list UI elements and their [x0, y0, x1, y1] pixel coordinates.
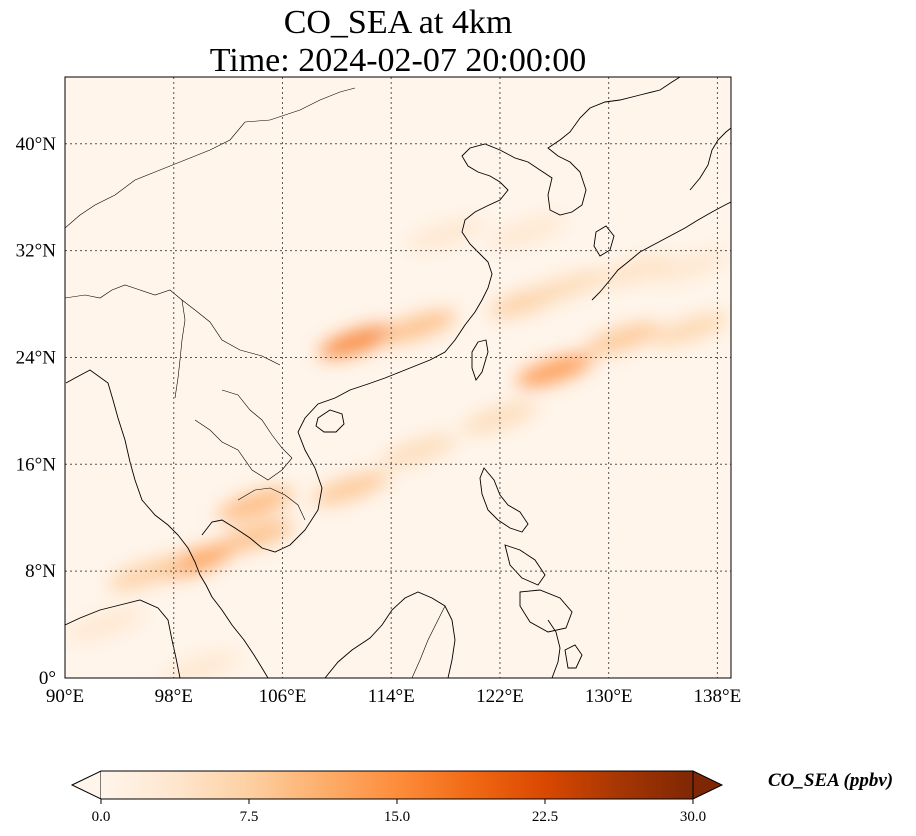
colorbar-tick-label: 7.5	[240, 809, 259, 825]
latitude-tick-label: 8°N	[25, 561, 56, 582]
co-plume	[162, 651, 240, 678]
longitude-tick-label: 122°E	[476, 686, 524, 707]
border-line	[411, 605, 446, 678]
colorbar: 0.0 7.5 15.0 22.5 30.0	[70, 770, 724, 825]
latitude-tick-label: 32°N	[16, 241, 57, 262]
co-plume	[407, 218, 484, 251]
co-plume	[529, 270, 607, 303]
coastline-mindanao	[519, 589, 573, 633]
border-line	[65, 284, 281, 366]
colorbar-ticks: 0.0 7.5 15.0 22.5 30.0	[92, 799, 706, 825]
longitude-tick-label: 90°E	[46, 686, 84, 707]
co-plume	[652, 313, 729, 346]
latitude-tick-label: 40°N	[16, 134, 57, 155]
coastline-visayas	[504, 544, 546, 586]
longitude-tick-label: 114°E	[368, 686, 415, 707]
latitude-tick-label: 0°	[39, 668, 56, 689]
co-plume	[380, 434, 457, 468]
co-plume	[67, 608, 144, 641]
longitude-tick-label: 130°E	[585, 686, 633, 707]
co-plume	[108, 557, 185, 591]
latitude-axis: 0° 8°N 16°N 24°N 32°N 40°N	[16, 134, 57, 689]
coastline-hainan	[315, 409, 345, 433]
latitude-tick-label: 24°N	[16, 347, 57, 368]
co-plume	[652, 250, 729, 283]
border-line	[194, 419, 293, 481]
border-line	[65, 87, 356, 229]
co-plume	[380, 310, 457, 343]
colorbar-label: CO_SEA (ppbv)	[768, 770, 894, 791]
coastline-sulawesi	[547, 619, 561, 678]
colorbar-max-extension	[692, 770, 724, 800]
co-plume	[312, 472, 389, 505]
coastline-japan	[591, 201, 731, 301]
co-plume	[217, 520, 294, 553]
coastline-taiwan	[471, 339, 489, 381]
coastline-japan-north	[689, 127, 731, 191]
colorbar-tick-label: 0.0	[92, 809, 111, 825]
coastline-borneo	[324, 591, 456, 678]
co-plume	[217, 488, 294, 521]
co-plume	[597, 254, 675, 287]
longitude-tick-label: 98°E	[155, 686, 193, 707]
coastline-mainland	[65, 369, 269, 678]
co-concentration-field	[67, 215, 729, 678]
colorbar-min-extension	[70, 770, 102, 800]
longitude-tick-label: 138°E	[694, 686, 742, 707]
map-background	[65, 77, 731, 678]
coastline-luzon	[479, 467, 529, 533]
co-plume	[488, 215, 566, 249]
longitude-axis: 90°E 98°E 106°E 114°E 122°E 130°E 138°E	[46, 686, 741, 707]
co-plume	[516, 354, 593, 388]
colorbar-tick-label: 15.0	[384, 809, 410, 825]
co-plume	[584, 322, 661, 355]
colorbar-tick-label: 30.0	[680, 809, 706, 825]
coastline-kyushu	[593, 225, 615, 257]
map-title: CO_SEA at 4km	[283, 4, 513, 41]
latitude-tick-label: 16°N	[16, 454, 57, 475]
colorbar-gradient	[101, 771, 693, 799]
co-plume	[319, 325, 396, 358]
map-timestamp: Time: 2024-02-07 20:00:00	[209, 42, 587, 79]
coastline-gulf-thailand	[201, 77, 681, 553]
longitude-tick-label: 106°E	[259, 686, 307, 707]
map-frame	[64, 76, 732, 679]
border-line	[237, 487, 306, 521]
border-line	[174, 299, 186, 399]
gridlines	[65, 77, 731, 678]
colorbar-tick-label: 22.5	[532, 809, 558, 825]
coastline-halmahera	[564, 644, 583, 669]
